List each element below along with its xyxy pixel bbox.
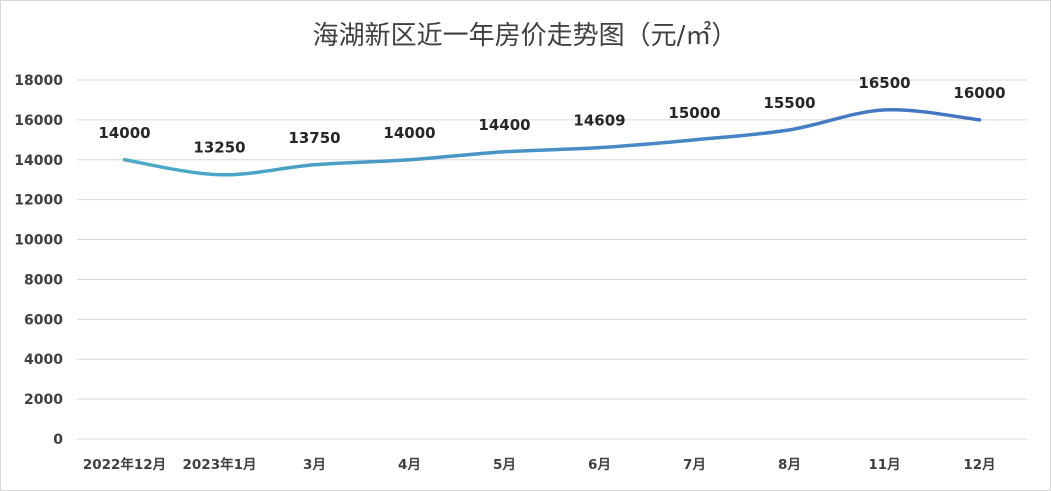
x-tick-label: 2023年1月 bbox=[183, 456, 257, 473]
y-tick-label: 12000 bbox=[14, 193, 63, 209]
x-tick-label: 11月 bbox=[868, 457, 900, 473]
y-tick-label: 6000 bbox=[24, 312, 63, 328]
x-tick-label: 12月 bbox=[963, 457, 995, 473]
y-tick-label: 4000 bbox=[24, 352, 63, 368]
data-label: 16000 bbox=[953, 84, 1005, 102]
y-axis-tick-labels: 0 2000 4000 6000 8000 10000 12000 14000 16000 180… bbox=[14, 73, 63, 448]
y-tick-label: 10000 bbox=[14, 233, 63, 249]
data-label: 13750 bbox=[288, 129, 340, 147]
data-label: 14609 bbox=[573, 112, 625, 130]
x-tick-label: 4月 bbox=[398, 457, 421, 473]
x-tick-label: 2022年12月 bbox=[83, 456, 166, 473]
y-tick-label: 14000 bbox=[14, 153, 63, 169]
data-label: 13250 bbox=[193, 139, 245, 157]
data-label: 14400 bbox=[478, 116, 530, 134]
y-tick-label: 18000 bbox=[14, 73, 63, 89]
price-series-line bbox=[122, 107, 982, 177]
data-label: 15000 bbox=[668, 104, 720, 122]
x-tick-label: 8月 bbox=[778, 457, 801, 473]
y-tick-label: 8000 bbox=[24, 272, 63, 288]
data-label: 16500 bbox=[858, 74, 910, 92]
y-tick-label: 16000 bbox=[14, 113, 63, 129]
chart-title: 海湖新区近一年房价走势图（元/㎡） bbox=[313, 21, 738, 51]
y-tick-label: 0 bbox=[53, 432, 63, 448]
data-labels: 14000 13250 13750 14000 14400 14609 15000 15500… bbox=[98, 74, 1005, 157]
x-tick-label: 7月 bbox=[683, 457, 706, 473]
data-label: 14000 bbox=[383, 124, 435, 142]
gridlines bbox=[77, 79, 1027, 440]
x-axis-tick-labels: 2022年12月 2023年1月 3月 4月 5月 6月 7月 8月 11月 12月 bbox=[83, 456, 996, 473]
data-label: 14000 bbox=[98, 124, 150, 142]
x-tick-label: 6月 bbox=[588, 457, 611, 473]
x-tick-label: 3月 bbox=[303, 457, 326, 473]
y-tick-label: 2000 bbox=[24, 392, 63, 408]
x-tick-label: 5月 bbox=[493, 457, 516, 473]
data-label: 15500 bbox=[763, 94, 815, 112]
